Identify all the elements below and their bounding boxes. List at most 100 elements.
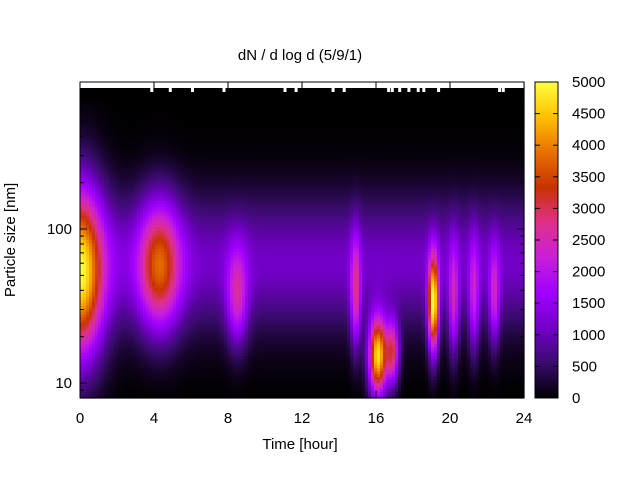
heatmap-cell: [158, 213, 162, 217]
heatmap-cell: [122, 132, 126, 137]
heatmap-cell: [116, 314, 120, 319]
heatmap-cell: [161, 353, 165, 357]
heatmap-cell: [149, 111, 153, 116]
heatmap-cell: [119, 272, 123, 277]
heatmap-cell: [101, 186, 105, 190]
heatmap-cell: [125, 162, 129, 167]
heatmap-cell: [86, 386, 90, 390]
heatmap-cell: [119, 225, 123, 229]
heatmap-cell: [119, 192, 123, 196]
heatmap-cell: [161, 350, 165, 354]
heatmap-cell: [128, 245, 132, 250]
heatmap-cell: [158, 93, 162, 98]
heatmap-cell: [101, 278, 105, 283]
heatmap-cell: [110, 210, 114, 214]
heatmap-cell: [101, 374, 105, 378]
heatmap-cell: [161, 257, 165, 262]
heatmap-cell: [113, 213, 117, 217]
heatmap-cell: [104, 156, 108, 161]
heatmap-cell: [95, 359, 99, 363]
heatmap-cell: [137, 114, 141, 119]
heatmap-cell: [158, 362, 162, 366]
heatmap-cell: [107, 323, 111, 328]
heatmap-cell: [164, 132, 168, 137]
heatmap-cell: [110, 189, 114, 193]
heatmap-cell: [107, 204, 111, 208]
heatmap-cell: [104, 129, 108, 134]
heatmap-cell: [104, 213, 108, 217]
heatmap-cell: [101, 257, 105, 262]
heatmap-cell: [140, 365, 144, 369]
heatmap-cell: [158, 216, 162, 220]
heatmap-cell: [116, 165, 120, 170]
heatmap-cell: [140, 138, 144, 143]
heatmap-cell: [137, 225, 141, 229]
heatmap-cell: [122, 344, 126, 348]
heatmap-cell: [158, 296, 162, 301]
heatmap-cell: [140, 338, 144, 342]
heatmap-cell: [101, 210, 105, 214]
heatmap-cell: [149, 144, 153, 149]
heatmap-cell: [83, 359, 87, 363]
heatmap-cell: [86, 356, 90, 360]
heatmap-cell: [134, 147, 138, 152]
heatmap-cell: [146, 392, 150, 396]
heatmap-cell: [134, 192, 138, 196]
heatmap-cell: [125, 281, 129, 286]
heatmap-cell: [83, 317, 87, 322]
heatmap-cell: [113, 240, 117, 244]
heatmap-cell: [122, 240, 126, 244]
heatmap-cell: [83, 362, 87, 366]
heatmap-cell: [104, 237, 108, 241]
heatmap-cell: [155, 386, 159, 390]
heatmap-cell: [119, 111, 123, 116]
heatmap-cell: [89, 266, 93, 271]
heatmap-cell: [122, 96, 126, 101]
heatmap-cell: [110, 105, 114, 110]
heatmap-cell: [113, 392, 117, 396]
heatmap-cell: [140, 395, 144, 399]
heatmap-cell: [98, 234, 102, 238]
heatmap-cell: [155, 263, 159, 268]
heatmap-cell: [110, 177, 114, 181]
heatmap-cell: [101, 290, 105, 295]
heatmap-cell: [149, 392, 153, 396]
heatmap-cell: [140, 150, 144, 155]
heatmap-cell: [119, 99, 123, 104]
heatmap-cell: [104, 225, 108, 229]
heatmap-cell: [149, 105, 153, 110]
heatmap-cell: [134, 237, 138, 241]
heatmap-cell: [86, 147, 90, 152]
heatmap-cell: [152, 225, 156, 229]
heatmap-cell: [158, 395, 162, 399]
heatmap-cell: [152, 254, 156, 259]
heatmap-cell: [131, 347, 135, 351]
heatmap-cell: [80, 326, 84, 331]
heatmap-cell: [107, 189, 111, 193]
heatmap-cell: [83, 129, 87, 134]
heatmap-cell: [110, 120, 114, 125]
heatmap-cell: [131, 335, 135, 339]
heatmap-cell: [98, 231, 102, 235]
heatmap-cell: [140, 290, 144, 295]
heatmap-cell: [146, 353, 150, 357]
heatmap-cell: [92, 174, 96, 178]
heatmap-cell: [128, 105, 132, 110]
heatmap-cell: [110, 362, 114, 366]
heatmap-cell: [128, 165, 132, 170]
heatmap-cell: [137, 201, 141, 205]
heatmap-cell: [143, 302, 147, 307]
heatmap-cell: [134, 356, 138, 360]
heatmap-cell: [104, 204, 108, 208]
heatmap-cell: [86, 383, 90, 387]
heatmap-cell: [152, 204, 156, 208]
heatmap-cell: [140, 105, 144, 110]
heatmap-cell: [152, 207, 156, 211]
heatmap-cell: [146, 395, 150, 399]
heatmap-cell: [89, 213, 93, 217]
heatmap-cell: [131, 365, 135, 369]
heatmap-cell: [155, 186, 159, 190]
heatmap-cell: [146, 141, 150, 146]
heatmap-cell: [92, 231, 96, 235]
